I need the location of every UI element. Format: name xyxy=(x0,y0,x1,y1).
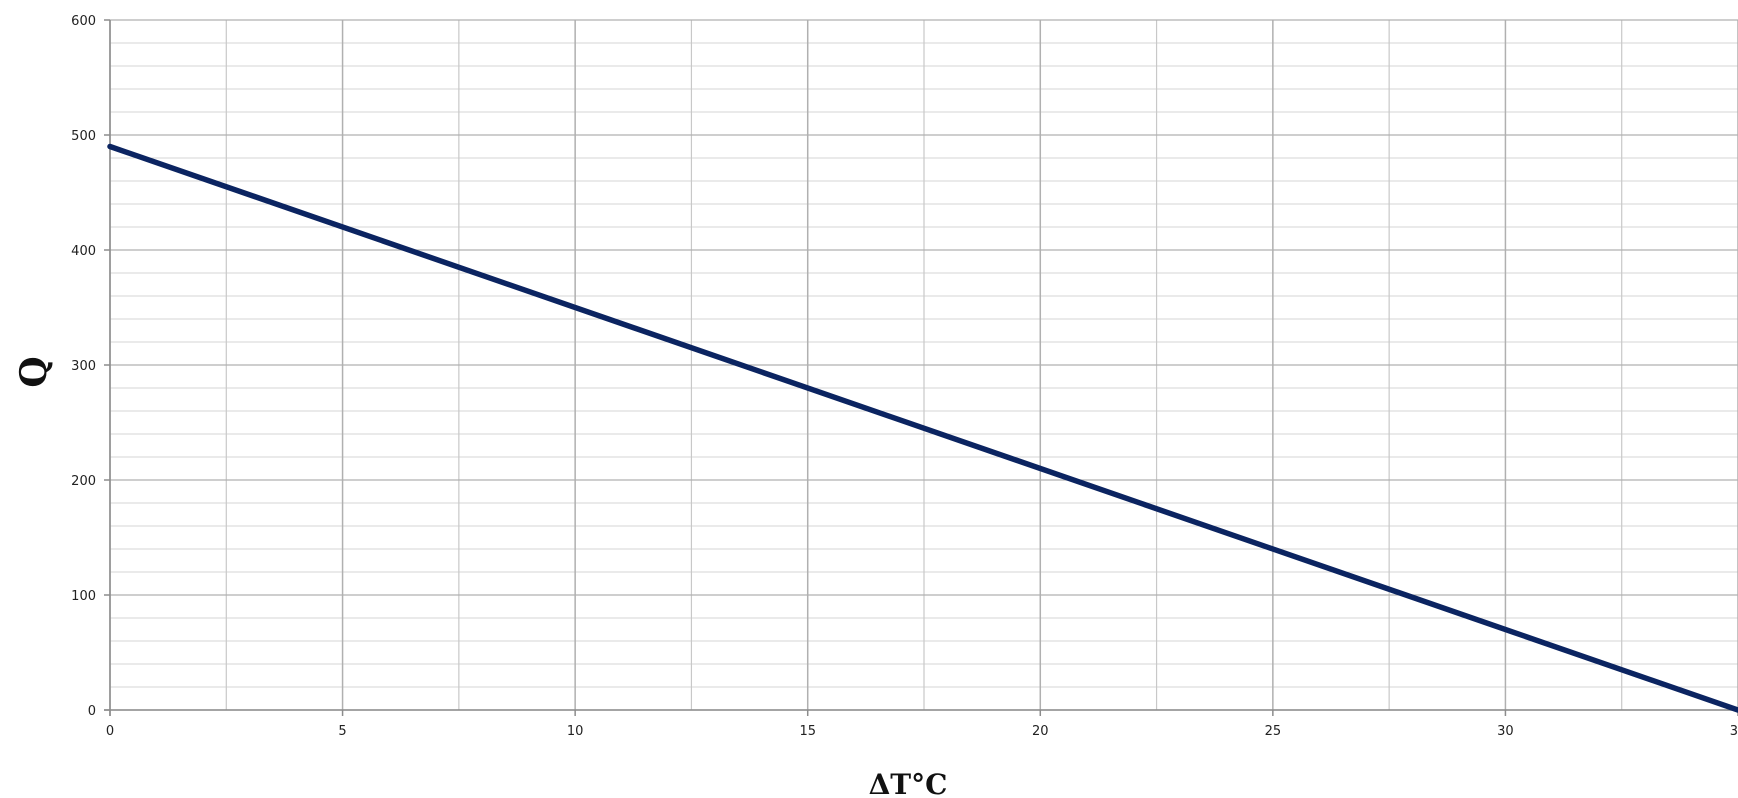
axes xyxy=(104,19,1738,716)
x-tick-label: 35 xyxy=(1730,724,1738,739)
x-tick-label: 20 xyxy=(1032,724,1049,739)
y-tick-label: 400 xyxy=(71,244,96,259)
x-tick-label: 5 xyxy=(338,724,346,739)
y-tick-label: 0 xyxy=(88,704,96,719)
x-tick-label: 0 xyxy=(106,724,114,739)
y-tick-labels: 0 100 200 300 400 500 600 xyxy=(71,14,96,719)
y-axis-title: Q xyxy=(13,356,55,387)
series-layer xyxy=(107,143,1738,713)
y-tick-label: 500 xyxy=(71,129,96,144)
y-tick-label: 200 xyxy=(71,474,96,489)
x-tick-label: 25 xyxy=(1265,724,1282,739)
x-axis-title: ΔT°C xyxy=(869,768,948,798)
x-tick-label: 10 xyxy=(567,724,584,739)
y-tick-label: 100 xyxy=(71,589,96,604)
x-tick-label: 15 xyxy=(799,724,816,739)
y-tick-label: 300 xyxy=(71,359,96,374)
x-tick-labels: 0 5 10 15 20 25 30 35 xyxy=(106,724,1738,739)
series-line xyxy=(107,143,1738,713)
y-tick-label: 600 xyxy=(71,14,96,29)
x-tick-label: 30 xyxy=(1497,724,1514,739)
